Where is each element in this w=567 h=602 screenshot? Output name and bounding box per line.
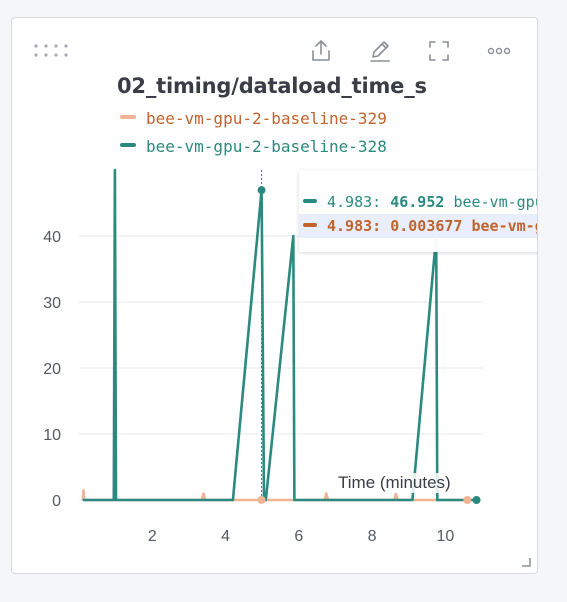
y-axis-ticks: 0 10 20 30 40 [43, 229, 61, 510]
legend-swatch [120, 114, 136, 119]
x-axis-title: Time (minutes) [338, 473, 451, 493]
x-tick-label: 8 [368, 528, 377, 545]
tooltip-series: bee-vm-gpu-2-baseline-328 [453, 193, 537, 211]
tooltip-row: 4.983: 46.952 bee-vm-gpu-2-baseline-328 [299, 190, 537, 214]
hover-tooltip: 4.983: 46.952 bee-vm-gpu-2-baseline-328 … [299, 170, 538, 252]
legend-label: bee-vm-gpu-2-baseline-329 [146, 109, 387, 128]
y-tick-label: 10 [43, 427, 61, 444]
tooltip-swatch [303, 198, 317, 203]
line-chart[interactable]: 0 10 20 30 40 2 4 6 8 10 [12, 18, 538, 574]
tooltip-value: 0.003677 [390, 217, 463, 235]
drag-handle-icon[interactable] [33, 42, 77, 58]
tooltip-x: 4.983: [327, 193, 382, 211]
hover-point [257, 186, 266, 195]
y-tick-label: 40 [43, 229, 61, 246]
tooltip-row: 4.983: 0.003677 bee-vm-gpu-2-baseline-32… [299, 214, 538, 238]
legend-item-328[interactable]: bee-vm-gpu-2-baseline-328 [120, 137, 387, 159]
legend-item-329[interactable]: bee-vm-gpu-2-baseline-329 [120, 109, 387, 131]
x-tick-label: 10 [436, 528, 454, 545]
chart-title: 02_timing/dataload_time_s [117, 74, 427, 98]
legend-swatch [120, 142, 136, 147]
x-tick-label: 6 [294, 528, 303, 545]
tooltip-value: 46.952 [390, 193, 445, 211]
y-tick-label: 0 [52, 493, 61, 510]
series-markers [257, 186, 481, 504]
end-point [472, 496, 481, 504]
more-icon[interactable] [486, 38, 512, 64]
tooltip-series: bee-vm-gpu-2-baseline-329 [471, 217, 538, 235]
end-point [463, 496, 472, 504]
y-tick-label: 20 [43, 361, 61, 378]
series-lines [81, 168, 477, 502]
tooltip-x: 4.983: [327, 217, 382, 235]
fullscreen-icon[interactable] [426, 38, 452, 64]
edit-icon[interactable] [367, 38, 393, 64]
resize-handle-icon[interactable] [521, 557, 531, 567]
hover-point [257, 495, 266, 504]
chart-panel: 02_timing/dataload_time_s bee-vm-gpu-2-b… [11, 17, 538, 574]
tooltip-swatch [303, 222, 317, 227]
series-line [82, 168, 477, 502]
share-icon[interactable] [308, 38, 334, 64]
y-tick-label: 30 [43, 295, 61, 312]
x-axis-ticks: 2 4 6 8 10 [148, 528, 455, 545]
legend-label: bee-vm-gpu-2-baseline-328 [146, 137, 387, 156]
x-tick-label: 4 [221, 528, 230, 545]
x-tick-label: 2 [148, 528, 157, 545]
